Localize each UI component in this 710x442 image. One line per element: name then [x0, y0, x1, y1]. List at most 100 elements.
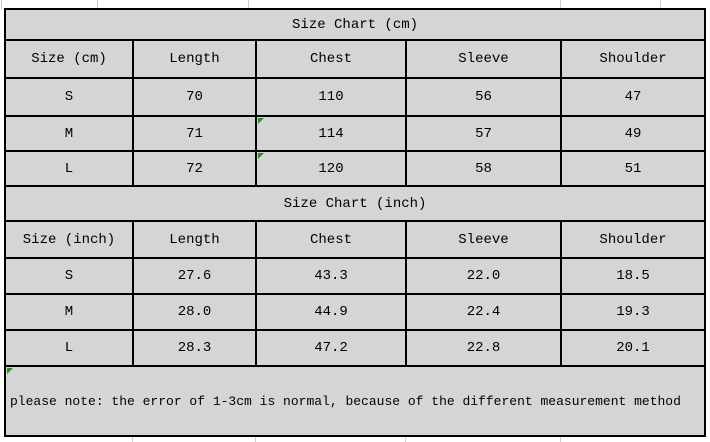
inch-header-chest: Chest — [255, 220, 407, 259]
cm-s-chest: 110 — [255, 77, 407, 117]
cell-value: M — [64, 304, 74, 320]
inch-header-row: Size (inch) Length Chest Sleeve Shoulder — [4, 220, 707, 259]
cell-value: 47.2 — [314, 340, 348, 356]
inch-m-shoulder: 19.3 — [559, 293, 707, 331]
inch-header-chest-label: Chest — [309, 231, 352, 248]
cm-header-shoulder: Shoulder — [559, 39, 707, 79]
cm-header-size: Size (cm) — [4, 39, 134, 79]
cm-s-sleeve: 56 — [405, 77, 562, 117]
inch-header-length-label: Length — [169, 231, 220, 248]
inch-header-sleeve-label: Sleeve — [458, 231, 509, 248]
cm-header-length: Length — [132, 39, 257, 79]
cm-l-length: 72 — [132, 150, 257, 187]
cell-value: 44.9 — [314, 304, 348, 320]
cell-value: 27.6 — [177, 268, 212, 284]
note-text: please note: the error of 1-3cm is norma… — [10, 393, 681, 409]
inch-m-length: 28.0 — [132, 293, 257, 331]
cell-value: 20.1 — [616, 340, 650, 356]
inch-l-size: L — [4, 329, 134, 367]
gridline-tick — [660, 0, 661, 9]
cell-value: L — [64, 160, 74, 177]
cell-value: 43.3 — [314, 268, 348, 284]
inch-s-shoulder: 18.5 — [559, 257, 707, 295]
cell-value: 58 — [475, 160, 492, 177]
gridline-tick — [560, 0, 561, 9]
cm-header-row: Size (cm) Length Chest Sleeve Shoulder — [4, 39, 707, 79]
cm-header-shoulder-label: Shoulder — [599, 51, 667, 67]
inch-s-length: 27.6 — [132, 257, 257, 295]
cm-header-sleeve: Sleeve — [405, 39, 562, 79]
inch-m-chest: 44.9 — [255, 293, 407, 331]
cell-value: 71 — [186, 125, 203, 142]
cm-table-title-text: Size Chart (cm) — [292, 16, 419, 33]
cell-value: L — [64, 340, 74, 356]
inch-header-sleeve: Sleeve — [405, 220, 562, 259]
inch-table-title: Size Chart (inch) — [3, 185, 707, 222]
inch-l-shoulder: 20.1 — [559, 329, 707, 367]
cell-value: 110 — [318, 89, 344, 105]
inch-header-size-label: Size (inch) — [22, 231, 116, 248]
cell-value: 56 — [475, 89, 492, 105]
cm-header-sleeve-label: Sleeve — [458, 51, 509, 67]
cell-value: 19.3 — [616, 304, 650, 320]
cm-l-sleeve: 58 — [405, 150, 562, 187]
inch-m-size: M — [4, 293, 134, 331]
cm-m-sleeve: 57 — [405, 115, 562, 152]
dirty-cell-flag-icon — [7, 368, 13, 374]
inch-s-size: S — [4, 257, 134, 295]
gridline-tick — [248, 0, 249, 9]
note-row: please note: the error of 1-3cm is norma… — [3, 365, 707, 437]
cm-l-shoulder: 51 — [559, 150, 707, 187]
cell-value: 114 — [318, 125, 344, 142]
inch-row-s: S 27.6 43.3 22.0 18.5 — [4, 257, 707, 295]
cell-value: 70 — [186, 89, 203, 105]
dirty-cell-flag-icon — [258, 118, 264, 124]
cm-header-chest: Chest — [255, 39, 407, 79]
gridline-tick — [1, 0, 2, 9]
gridline-tick — [132, 436, 133, 442]
cm-m-length: 71 — [132, 115, 257, 152]
cm-m-chest: 114 — [255, 115, 407, 152]
inch-s-chest: 43.3 — [255, 257, 407, 295]
inch-row-m: M 28.0 44.9 22.4 19.3 — [4, 293, 707, 331]
inch-header-length: Length — [132, 220, 257, 259]
cell-value: 49 — [624, 125, 642, 142]
gridline-tick — [560, 436, 561, 442]
cm-row-s: S 70 110 56 47 — [4, 77, 707, 117]
cell-value: 57 — [475, 125, 492, 142]
inch-row-l: L 28.3 47.2 22.8 20.1 — [4, 329, 707, 367]
cm-header-size-label: Size (cm) — [31, 51, 107, 67]
inch-l-length: 28.3 — [132, 329, 257, 367]
cm-header-length-label: Length — [169, 51, 220, 67]
inch-s-sleeve: 22.0 — [405, 257, 562, 295]
cell-value: 18.5 — [616, 268, 650, 284]
dirty-cell-flag-icon — [258, 153, 264, 159]
cm-table-title: Size Chart (cm) — [3, 8, 707, 41]
cm-l-size: L — [4, 150, 134, 187]
gridline-tick — [97, 0, 98, 9]
inch-header-size: Size (inch) — [4, 220, 134, 259]
cm-row-m: M 71 114 57 49 — [4, 115, 707, 152]
cell-value: 22.0 — [466, 268, 501, 284]
inch-l-chest: 47.2 — [255, 329, 407, 367]
inch-header-shoulder: Shoulder — [559, 220, 707, 259]
cell-value: 22.8 — [466, 340, 501, 356]
cm-s-shoulder: 47 — [559, 77, 707, 117]
cm-m-size: M — [4, 115, 134, 152]
size-chart-table: Size Chart (cm) Size (cm) Length Chest S… — [3, 8, 707, 437]
cell-value: 120 — [318, 160, 344, 177]
cm-s-size: S — [4, 77, 134, 117]
cm-l-chest: 120 — [255, 150, 407, 187]
cell-value: S — [64, 268, 74, 284]
gridline-tick — [255, 436, 256, 442]
cell-value: M — [64, 125, 74, 142]
inch-m-sleeve: 22.4 — [405, 293, 562, 331]
cm-header-chest-label: Chest — [309, 51, 352, 67]
cm-row-l: L 72 120 58 51 — [4, 150, 707, 187]
cell-value: S — [64, 89, 74, 105]
gridline-tick — [405, 436, 406, 442]
cell-value: 28.3 — [177, 340, 212, 356]
cm-m-shoulder: 49 — [559, 115, 707, 152]
inch-l-sleeve: 22.8 — [405, 329, 562, 367]
